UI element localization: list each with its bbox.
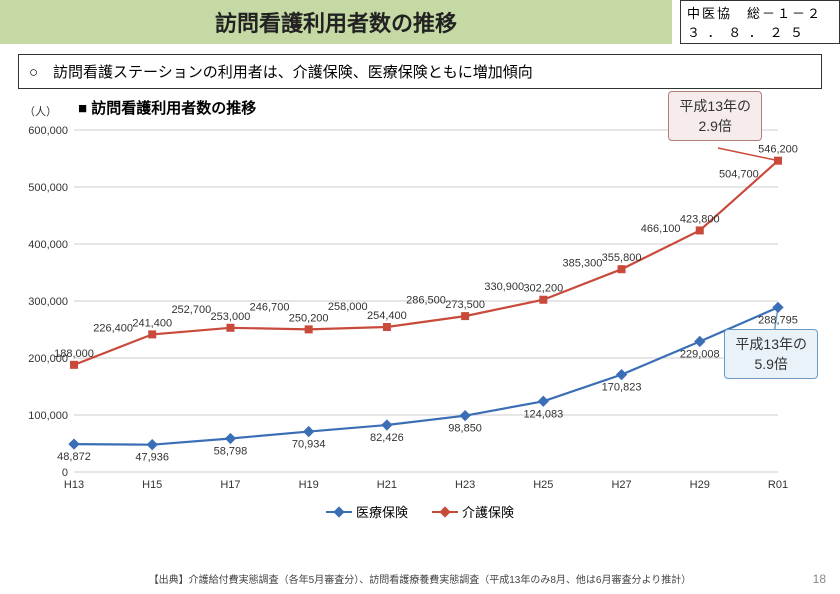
svg-text:98,850: 98,850 [448, 423, 482, 435]
svg-text:H19: H19 [299, 479, 319, 491]
callout-blue: 平成13年の 5.9倍 [724, 329, 818, 379]
svg-text:58,798: 58,798 [214, 445, 248, 457]
svg-text:47,936: 47,936 [135, 452, 169, 464]
y-axis-label: （人） [24, 103, 57, 119]
svg-text:254,400: 254,400 [367, 310, 407, 322]
svg-text:258,000: 258,000 [328, 301, 368, 313]
svg-text:H29: H29 [690, 479, 710, 491]
svg-text:500,000: 500,000 [28, 182, 68, 194]
legend-item-kaigo: 介護保険 [432, 502, 514, 521]
svg-text:R01: R01 [768, 479, 788, 491]
doc-number: 中医協 総－１－２ ３ ． ８ ． ２ ５ [680, 0, 840, 44]
svg-text:H17: H17 [220, 479, 240, 491]
svg-text:0: 0 [62, 467, 68, 479]
svg-text:H23: H23 [455, 479, 475, 491]
svg-text:300,000: 300,000 [28, 296, 68, 308]
svg-text:48,872: 48,872 [57, 451, 91, 463]
svg-text:H21: H21 [377, 479, 397, 491]
svg-text:423,800: 423,800 [680, 213, 720, 225]
svg-text:H27: H27 [611, 479, 631, 491]
svg-text:355,800: 355,800 [602, 252, 642, 264]
svg-text:241,400: 241,400 [132, 317, 172, 329]
svg-text:546,200: 546,200 [758, 144, 798, 156]
svg-text:385,300: 385,300 [563, 257, 603, 269]
svg-text:273,500: 273,500 [445, 299, 485, 311]
subtitle: ○ 訪問看護ステーションの利用者は、介護保険、医療保険ともに増加傾向 [18, 54, 822, 89]
callout-red: 平成13年の 2.9倍 [668, 91, 762, 141]
svg-text:100,000: 100,000 [28, 410, 68, 422]
svg-text:229,008: 229,008 [680, 348, 720, 360]
legend: 医療保険 介護保険 [18, 502, 822, 521]
svg-text:H13: H13 [64, 479, 84, 491]
svg-text:226,400: 226,400 [93, 323, 133, 335]
svg-text:600,000: 600,000 [28, 125, 68, 137]
svg-text:466,100: 466,100 [641, 223, 681, 235]
svg-text:124,083: 124,083 [523, 408, 563, 420]
svg-text:400,000: 400,000 [28, 239, 68, 251]
svg-text:330,900: 330,900 [484, 281, 524, 293]
svg-text:504,700: 504,700 [719, 169, 759, 181]
svg-text:286,500: 286,500 [406, 295, 446, 307]
svg-text:170,823: 170,823 [602, 382, 642, 394]
page-number: 18 [813, 572, 826, 586]
doc-number-line2: ３ ． ８ ． ２ ５ [687, 22, 833, 41]
svg-text:H25: H25 [533, 479, 553, 491]
svg-text:82,426: 82,426 [370, 432, 404, 444]
svg-text:253,000: 253,000 [211, 311, 251, 323]
chart-area: ■ 訪問看護利用者数の推移 （人） 0100,000200,000300,000… [18, 97, 822, 521]
svg-text:250,200: 250,200 [289, 312, 329, 324]
line-chart: 0100,000200,000300,000400,000500,000600,… [18, 120, 798, 500]
svg-text:252,700: 252,700 [171, 304, 211, 316]
svg-text:H15: H15 [142, 479, 162, 491]
svg-text:70,934: 70,934 [292, 439, 326, 451]
doc-number-line1: 中医協 総－１－２ [687, 3, 833, 22]
svg-text:188,000: 188,000 [54, 348, 94, 360]
svg-text:288,795: 288,795 [758, 314, 798, 326]
svg-text:302,200: 302,200 [523, 283, 563, 295]
source-text: 【出典】介護給付費実態調査（各年5月審査分）、訪問看護療養費実態調査（平成13年… [0, 571, 840, 586]
page-title: 訪問看護利用者数の推移 [0, 0, 672, 44]
legend-item-medical: 医療保険 [326, 502, 408, 521]
svg-text:246,700: 246,700 [250, 302, 290, 314]
